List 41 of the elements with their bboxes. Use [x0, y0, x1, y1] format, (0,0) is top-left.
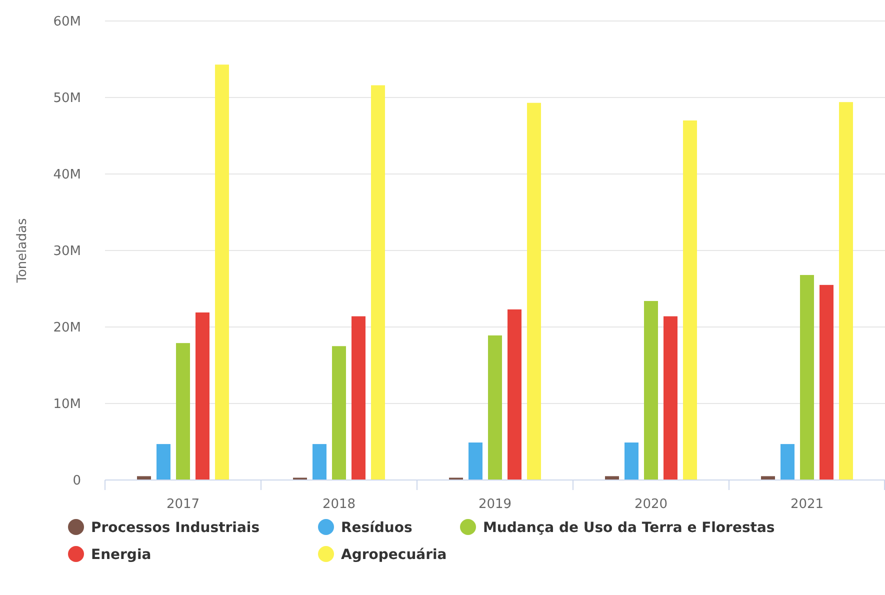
bar	[839, 102, 853, 480]
bar	[800, 274, 814, 480]
legend-label: Mudança de Uso da Terra e Florestas	[483, 520, 775, 536]
y-tick-label: 50M	[53, 91, 81, 106]
bar	[820, 284, 834, 480]
bar	[761, 476, 775, 480]
bar	[312, 444, 326, 480]
bar	[215, 64, 229, 480]
bar	[196, 312, 210, 480]
legend-label: Energia	[91, 546, 152, 563]
x-tick-label: 2018	[322, 497, 356, 512]
bar	[156, 444, 170, 480]
legend-label: Processos Industriais	[91, 520, 260, 536]
bar	[508, 309, 522, 480]
bar	[332, 346, 346, 480]
bar	[176, 343, 190, 480]
y-tick-label: 20M	[53, 320, 81, 336]
x-tick-label: 2019	[478, 497, 512, 512]
y-tick-label: 10M	[53, 397, 81, 412]
bar	[780, 444, 794, 480]
bar	[371, 85, 385, 480]
y-tick-label: 0	[72, 474, 81, 489]
bar	[605, 476, 619, 480]
bar	[468, 442, 482, 480]
legend-label: Resíduos	[341, 520, 412, 536]
bar	[683, 120, 697, 480]
y-axis-title: Toneladas	[15, 218, 30, 284]
y-tick-label: 30M	[53, 244, 81, 260]
bar	[137, 476, 151, 480]
x-tick-label: 2020	[634, 497, 668, 512]
bar	[527, 102, 541, 480]
bar	[488, 335, 502, 480]
x-tick-label: 2021	[790, 497, 824, 512]
bar	[664, 316, 678, 480]
y-tick-label: 40M	[53, 168, 81, 183]
bar	[624, 442, 638, 480]
x-tick-label: 2017	[166, 497, 200, 512]
bar	[352, 316, 366, 480]
legend-label: Agropecuária	[341, 546, 447, 563]
y-tick-label: 60M	[53, 14, 81, 30]
bar	[644, 300, 658, 480]
